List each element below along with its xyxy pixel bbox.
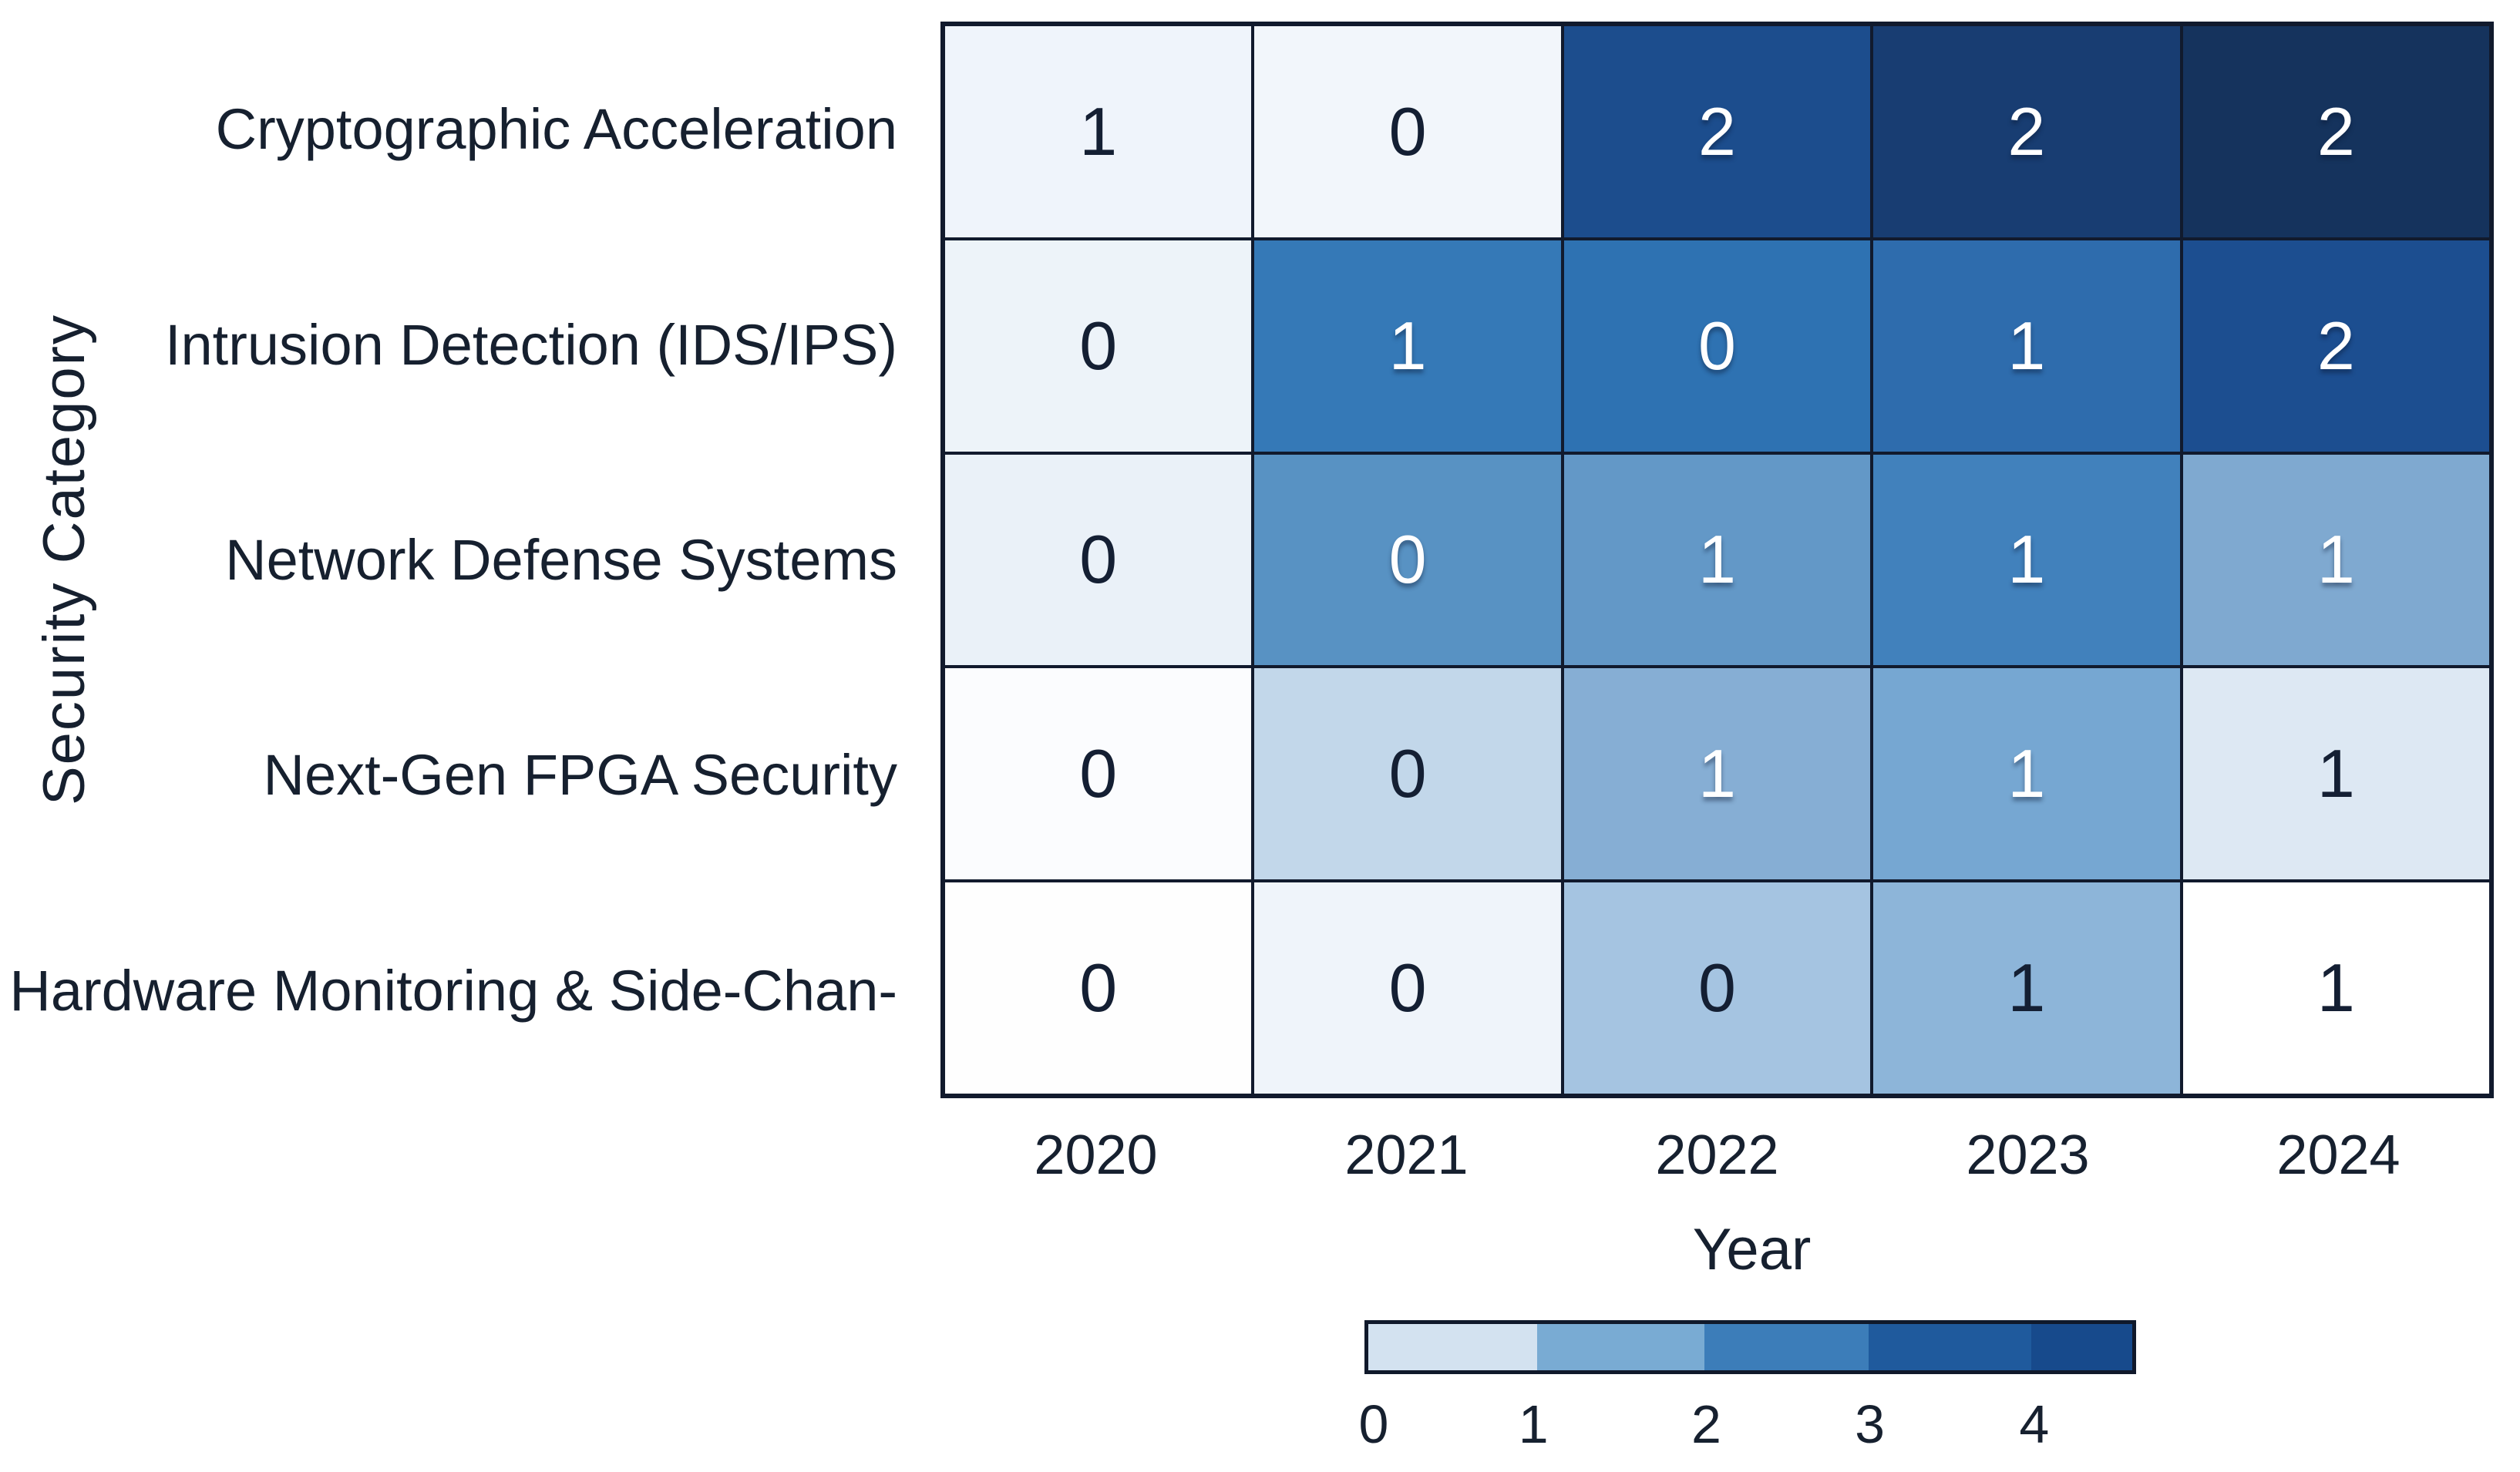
x-tick-label: 2023 bbox=[1966, 1124, 2090, 1186]
heatmap-cell: 1 bbox=[2182, 882, 2489, 1094]
colorbar-tick-label: 4 bbox=[2019, 1394, 2050, 1454]
x-axis-title: Year bbox=[1692, 1217, 1812, 1282]
heatmap-cell: 0 bbox=[1254, 454, 1561, 666]
colorbar-segment bbox=[1869, 1324, 2032, 1370]
heatmap-cell: 2 bbox=[1873, 26, 2180, 237]
row-label: Next-Gen FPGA Security bbox=[263, 743, 898, 808]
colorbar-segment bbox=[1368, 1324, 1537, 1370]
heatmap-cell: 0 bbox=[945, 240, 1252, 452]
heatmap-cell: 0 bbox=[1254, 882, 1561, 1094]
x-tick-label: 2020 bbox=[1034, 1124, 1158, 1186]
heatmap-cell: 0 bbox=[1254, 26, 1561, 237]
row-label: Network Defense Systems bbox=[225, 527, 897, 592]
row-labels: Cryptographic Acceleration Intrusion Dete… bbox=[0, 22, 919, 1098]
colorbar-tick-label: 0 bbox=[1358, 1394, 1389, 1454]
heatmap-cell: 0 bbox=[945, 668, 1252, 880]
heatmap-cell: 1 bbox=[1254, 240, 1561, 452]
heatmap-cell: 0 bbox=[1563, 240, 1871, 452]
heatmap-cell: 1 bbox=[1563, 454, 1871, 666]
x-tick-label: 2021 bbox=[1344, 1124, 1469, 1186]
x-tick-label: 2022 bbox=[1655, 1124, 1779, 1186]
heatmap-cell: 2 bbox=[2182, 26, 2489, 237]
colorbar-ticks: 0 1 2 3 4 bbox=[1359, 1393, 2136, 1467]
heatmap-cell: 2 bbox=[1563, 26, 1871, 237]
heatmap-cell: 2 bbox=[2182, 240, 2489, 452]
row-label: Intrusion Detection (IDS/IPS) bbox=[164, 312, 897, 377]
x-tick-label: 2024 bbox=[2276, 1124, 2401, 1186]
colorbar-tick-label: 2 bbox=[1691, 1394, 1721, 1454]
row-label: Cryptographic Acceleration bbox=[215, 97, 897, 162]
heatmap-cell: 1 bbox=[1873, 454, 2180, 666]
heatmap-cell: 0 bbox=[1254, 668, 1561, 880]
heatmap-cell: 0 bbox=[945, 882, 1252, 1094]
heatmap-cell: 1 bbox=[1563, 668, 1871, 880]
heatmap-cell: 1 bbox=[1873, 882, 2180, 1094]
heatmap-cell: 1 bbox=[2182, 454, 2489, 666]
colorbar-tick-label: 3 bbox=[1855, 1394, 1886, 1454]
heatmap-cell: 1 bbox=[2182, 668, 2489, 880]
x-axis-ticks: 2020 2021 2022 2023 2024 bbox=[940, 1124, 2494, 1187]
colorbar bbox=[1364, 1320, 2136, 1374]
row-label: Hardware Monitoring & Side-Chan- bbox=[9, 958, 897, 1023]
colorbar-segment bbox=[1704, 1324, 1869, 1370]
colorbar-segment bbox=[2031, 1324, 2132, 1370]
heatmap-cell: 1 bbox=[945, 26, 1252, 237]
colorbar-tick-label: 1 bbox=[1518, 1394, 1549, 1454]
heatmap-cell: 1 bbox=[1873, 668, 2180, 880]
heatmap-cell: 1 bbox=[1873, 240, 2180, 452]
heatmap-cell: 0 bbox=[945, 454, 1252, 666]
heatmap-cell: 0 bbox=[1563, 882, 1871, 1094]
colorbar-segment bbox=[1537, 1324, 1705, 1370]
